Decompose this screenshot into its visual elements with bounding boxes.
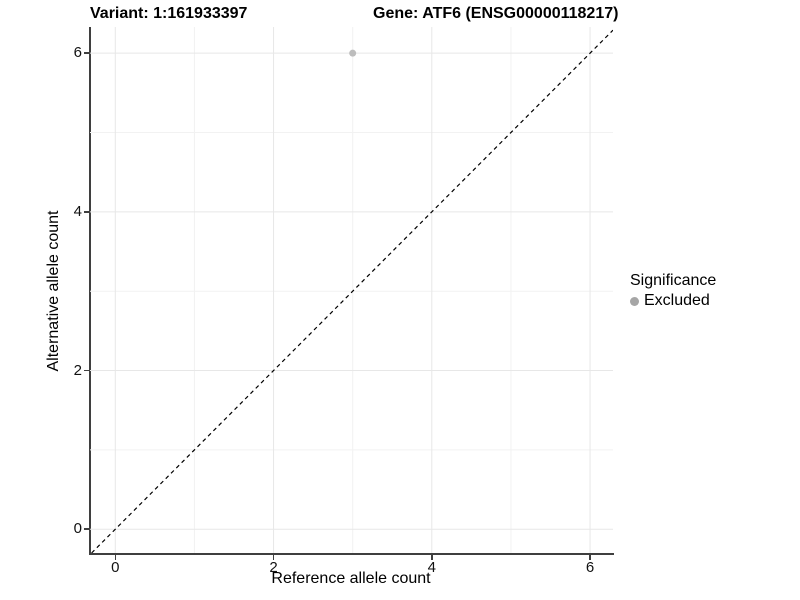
x-tick-label: 4 — [427, 559, 436, 576]
x-tick-mark — [589, 555, 591, 560]
y-tick-mark — [84, 211, 89, 213]
plot-title-variant: Variant: 1:161933397 — [90, 5, 248, 22]
data-point — [349, 49, 357, 57]
x-tick-mark — [114, 555, 117, 560]
y-tick-label: 0 — [73, 520, 82, 538]
legend-dot-icon — [630, 296, 639, 306]
y-tick-mark — [84, 369, 89, 372]
identity-line — [91, 29, 613, 553]
legend: Significance Excluded — [630, 272, 795, 310]
y-tick-label: 4 — [73, 202, 82, 220]
y-axis-title: Alternative allele count — [45, 210, 62, 372]
x-tick-label: 2 — [269, 559, 278, 576]
plot-title-gene: Gene: ATF6 (ENSG00000118217) — [373, 5, 619, 22]
y-tick-label: 6 — [73, 44, 82, 62]
x-tick-label: 0 — [111, 559, 120, 576]
legend-title: Significance — [630, 272, 717, 289]
x-axis-line — [89, 553, 614, 555]
x-tick-mark — [272, 555, 275, 560]
plot-canvas — [90, 27, 613, 553]
y-tick-mark — [84, 52, 89, 54]
x-tick-label: 6 — [585, 559, 595, 576]
x-tick-mark — [431, 555, 433, 560]
x-axis-title: Reference allele count — [271, 570, 431, 587]
legend-item-label: Excluded — [644, 292, 710, 309]
y-tick-mark — [84, 528, 89, 530]
legend-item-excluded: Excluded — [630, 292, 795, 310]
plot-panel — [90, 27, 613, 553]
y-tick-label: 2 — [73, 361, 82, 379]
